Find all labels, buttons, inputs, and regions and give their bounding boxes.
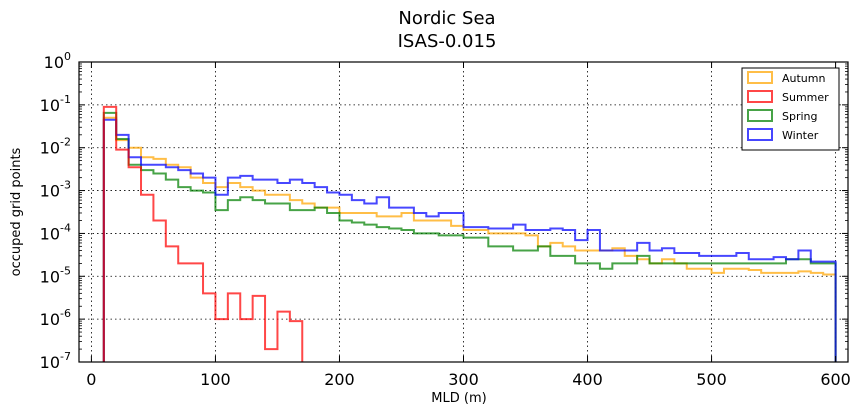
axis-ticks: 0 100 200 300 400 500 60010-710-610-510-410-31… xyxy=(40,50,851,389)
x-tick-label: 600 xyxy=(820,370,851,389)
y-tick-exponent: -1 xyxy=(60,93,71,106)
y-tick-exponent: -6 xyxy=(60,307,71,320)
x-tick-label: 500 xyxy=(696,370,727,389)
legend-label-autumn: Autumn xyxy=(782,72,825,85)
y-tick-label: 100 xyxy=(44,50,71,72)
y-tick-exponent: -7 xyxy=(60,350,71,363)
x-tick-label: 300 xyxy=(448,370,479,389)
legend-label-spring: Spring xyxy=(782,110,818,123)
y-tick-label: 10-6 xyxy=(40,307,71,329)
y-tick-base: 10 xyxy=(40,267,60,286)
y-tick-base: 10 xyxy=(40,96,60,115)
x-tick-label: 200 xyxy=(324,370,355,389)
y-tick-label: 10-7 xyxy=(40,350,71,372)
legend: Autumn Summer Spring Winter xyxy=(741,67,840,151)
y-axis-label: occuped grid points xyxy=(9,147,24,276)
x-axis-label: MLD (m) xyxy=(431,391,486,406)
series-spring-line xyxy=(102,111,837,362)
series-winter-line xyxy=(102,118,837,362)
y-tick-label: 10-2 xyxy=(40,136,71,158)
y-tick-base: 10 xyxy=(40,353,60,372)
chart-title: Nordic Sea xyxy=(398,8,495,29)
legend-label-winter: Winter xyxy=(782,129,819,142)
y-tick-label: 10-1 xyxy=(40,93,71,115)
x-tick-label: 400 xyxy=(572,370,603,389)
y-tick-base: 10 xyxy=(40,139,60,158)
series-autumn-line xyxy=(102,116,837,362)
y-tick-exponent: -5 xyxy=(60,264,71,277)
y-tick-base: 10 xyxy=(40,310,60,329)
y-tick-base: 10 xyxy=(40,182,60,201)
legend-swatch-summer xyxy=(747,90,773,103)
chart-subtitle: ISAS-0.015 xyxy=(398,31,497,52)
y-tick-label: 10-4 xyxy=(40,221,71,243)
y-tick-label: 10-3 xyxy=(40,179,71,201)
x-tick-label: 0 xyxy=(86,370,96,389)
y-tick-base: 10 xyxy=(40,224,60,243)
legend-swatch-autumn xyxy=(747,71,773,84)
y-tick-exponent: -3 xyxy=(60,179,71,192)
series-summer-line xyxy=(102,105,304,362)
y-tick-exponent: -4 xyxy=(60,221,71,234)
series-group xyxy=(102,105,837,362)
legend-swatch-winter xyxy=(747,128,773,141)
legend-swatch-spring xyxy=(747,109,773,122)
y-tick-exponent: -2 xyxy=(60,136,71,149)
y-tick-base: 10 xyxy=(44,53,64,72)
legend-label-summer: Summer xyxy=(782,91,829,104)
x-tick-label: 100 xyxy=(200,370,231,389)
y-tick-label: 10-5 xyxy=(40,264,71,286)
y-tick-exponent: 0 xyxy=(64,50,71,63)
